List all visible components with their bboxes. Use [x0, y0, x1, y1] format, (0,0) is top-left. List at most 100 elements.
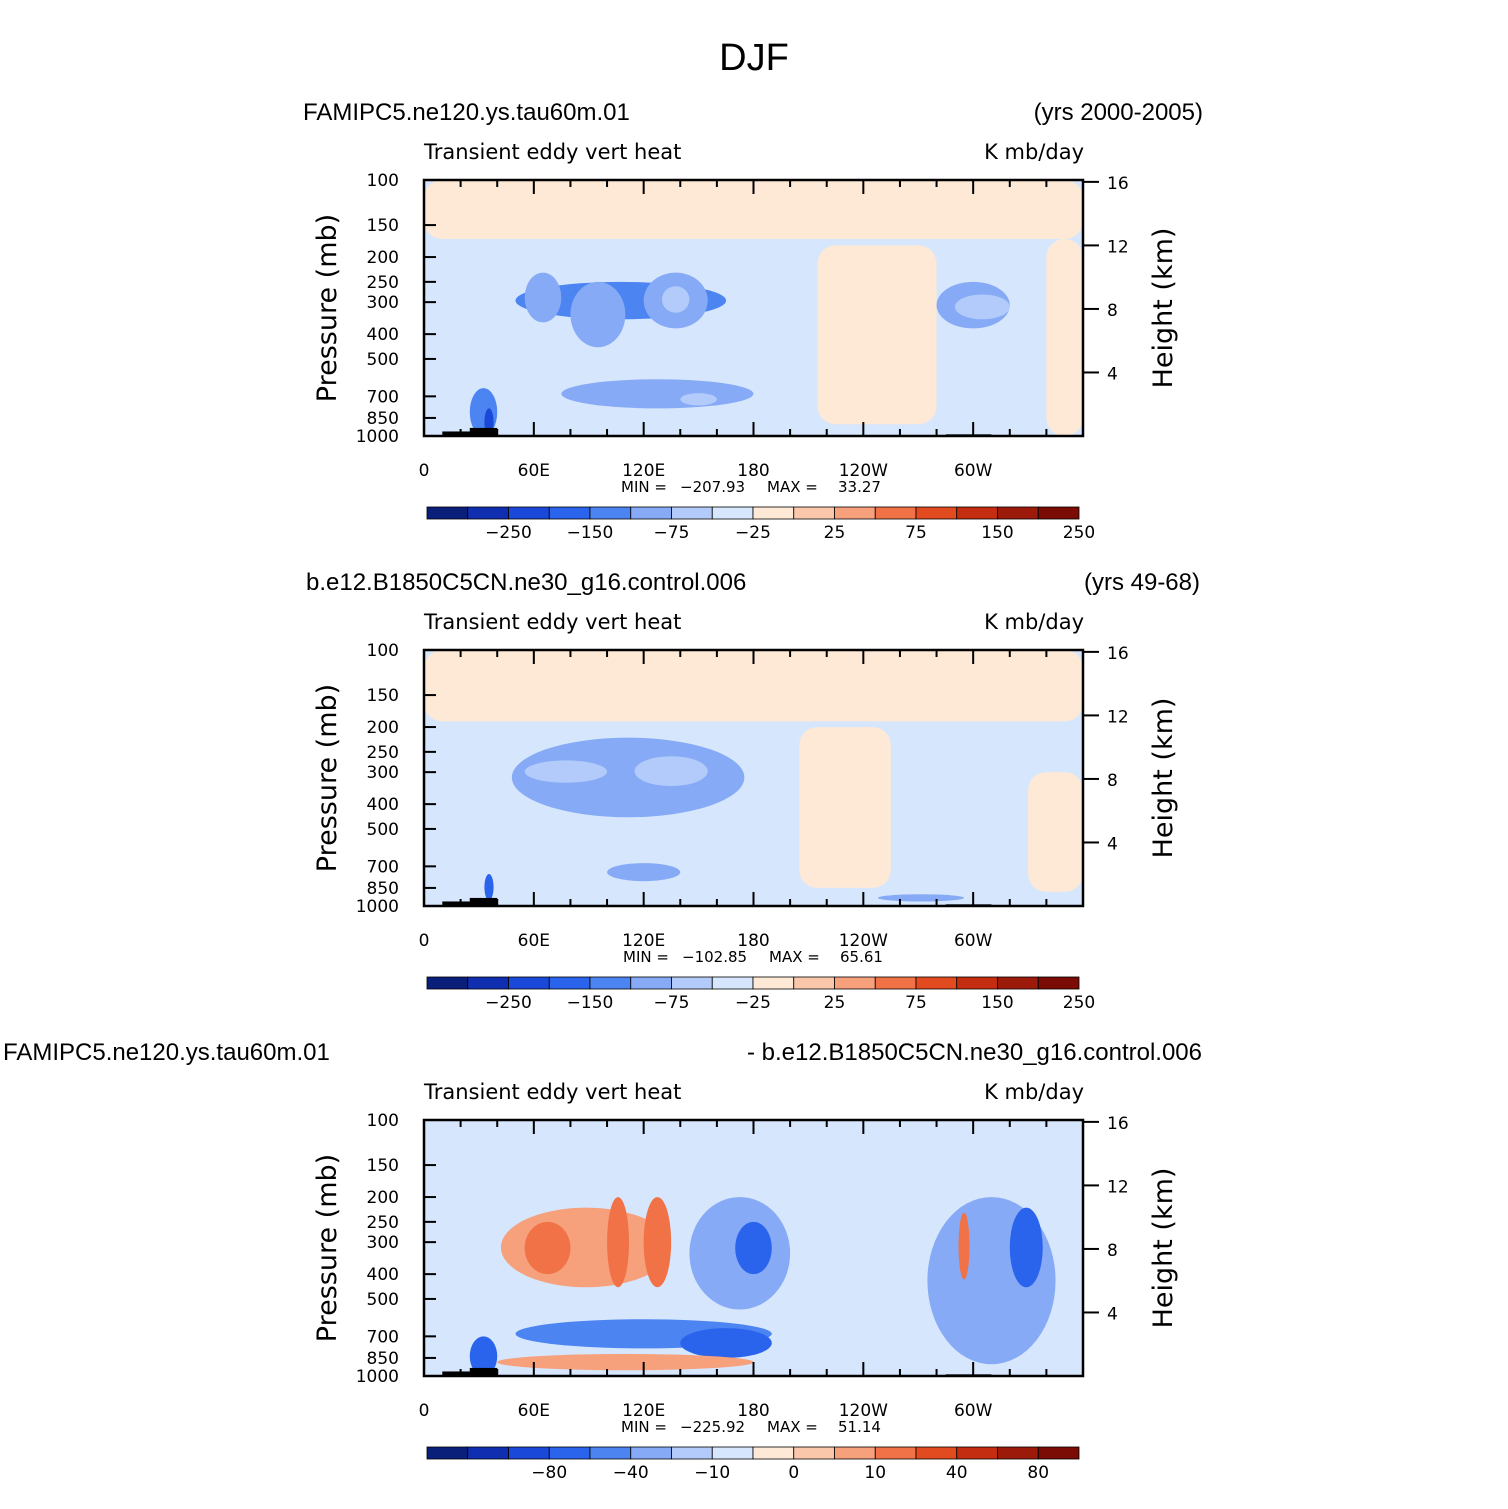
panel-1-title-right: (yrs 2000-2005): [1034, 99, 1203, 126]
panel-1-ylabel-right: Height (km): [1148, 228, 1179, 389]
contour-patch: [680, 1328, 772, 1358]
colorbar-swatch: [630, 1446, 672, 1460]
x-tick-label: 120W: [839, 1401, 888, 1421]
colorbar-label: −75: [654, 523, 690, 543]
y-right-tick-label: 8: [1107, 301, 1118, 321]
topography-mask: [469, 897, 498, 906]
panel-3-subtitle-right: K mb/day: [984, 1080, 1084, 1104]
y-tick-label: 200: [367, 248, 399, 268]
x-tick-label: 0: [419, 1401, 430, 1421]
contour-patch: [954, 294, 1010, 320]
panel-1-max-label: MAX =: [767, 478, 818, 496]
y-tick-label: 200: [367, 718, 399, 738]
contour-patch: [607, 863, 681, 882]
y-right-tick-label: 12: [1107, 237, 1129, 257]
contour-patch: [469, 1336, 498, 1377]
contour-region-positive: [424, 650, 1083, 722]
colorbar-label: −150: [567, 993, 614, 1013]
panel-2-title-right: (yrs 49-68): [1084, 569, 1200, 596]
panel-1-min-label: MIN =: [621, 478, 667, 496]
y-tick-label: 250: [367, 273, 399, 293]
colorbar-swatch: [671, 976, 713, 990]
y-right-tick-label: 16: [1107, 644, 1129, 664]
panel-3-subtitle-left: Transient eddy vert heat: [423, 1080, 681, 1104]
colorbar-swatch: [752, 1446, 795, 1460]
colorbar-swatch: [548, 976, 591, 990]
topography-mask: [469, 1367, 498, 1376]
y-tick-label: 100: [367, 1111, 399, 1131]
panel-1-colorbar: −250 −150 −75 −25 25 75 150 250: [426, 506, 1095, 543]
panel-3-max-value: 51.14: [838, 1418, 881, 1436]
contour-patch: [877, 894, 965, 902]
panel-3-min-value: −225.92: [680, 1418, 745, 1436]
colorbar-label: 25: [824, 993, 846, 1013]
contour-patch: [524, 760, 608, 783]
contour-patch: [643, 1197, 672, 1288]
colorbar-swatch: [548, 506, 591, 520]
y-tick-label: 500: [367, 1290, 399, 1310]
y-tick-label: 250: [367, 743, 399, 763]
y-tick-label: 1000: [356, 897, 399, 917]
colorbar-swatch: [671, 506, 713, 520]
y-right-tick-label: 16: [1107, 174, 1129, 194]
panel-2: b.e12.B1850C5CN.ne30_g16.control.006 (yr…: [306, 569, 1200, 1013]
colorbar-swatch: [467, 976, 509, 990]
colorbar-swatch: [874, 976, 917, 990]
colorbar-label: 10: [864, 1463, 886, 1483]
y-tick-label: 150: [367, 686, 399, 706]
panel-1-subtitle-left: Transient eddy vert heat: [423, 140, 681, 164]
colorbar-label: −25: [735, 993, 771, 1013]
colorbar-label: −250: [485, 993, 532, 1013]
contour-patch: [735, 1221, 772, 1275]
x-tick-label: 60W: [954, 1401, 993, 1421]
panel-2-title-left: b.e12.B1850C5CN.ne30_g16.control.006: [306, 569, 746, 596]
panel-2-max-label: MAX =: [769, 948, 820, 966]
contour-region-positive: [1046, 238, 1083, 436]
y-tick-label: 200: [367, 1188, 399, 1208]
x-tick-label: 120E: [622, 931, 665, 951]
colorbar-label: 150: [981, 523, 1013, 543]
panel-3: FAMIPC5.ne120.ys.tau60m.01 - b.e12.B1850…: [3, 1039, 1202, 1483]
colorbar-label: −40: [613, 1463, 649, 1483]
colorbar-swatch: [834, 506, 876, 520]
colorbar-swatch: [589, 976, 632, 990]
y-tick-label: 700: [367, 1327, 399, 1347]
y-tick-label: 500: [367, 820, 399, 840]
y-right-tick-label: 4: [1107, 834, 1118, 854]
y-right-tick-label: 12: [1107, 1177, 1129, 1197]
contour-patch: [484, 874, 494, 901]
y-right-tick-label: 12: [1107, 707, 1129, 727]
contour-patch: [524, 1221, 571, 1275]
colorbar-swatch: [793, 506, 835, 520]
colorbar-swatch: [915, 1446, 958, 1460]
colorbar-swatch: [671, 1446, 713, 1460]
y-right-tick-label: 16: [1107, 1114, 1129, 1134]
colorbar-swatch: [548, 1446, 591, 1460]
contour-patch: [634, 756, 708, 787]
panel-1-ylabel: Pressure (mb): [312, 214, 343, 402]
x-tick-label: 60E: [518, 461, 550, 481]
x-tick-label: 60W: [954, 931, 993, 951]
x-tick-label: 120E: [622, 1401, 665, 1421]
colorbar-swatch: [1037, 506, 1080, 520]
colorbar-swatch: [874, 506, 917, 520]
colorbar-swatch: [997, 506, 1039, 520]
panel-3-title-left: FAMIPC5.ne120.ys.tau60m.01: [3, 1039, 330, 1066]
panel-1: FAMIPC5.ne120.ys.tau60m.01 (yrs 2000-200…: [303, 99, 1203, 543]
panel-3-ylabel: Pressure (mb): [312, 1154, 343, 1342]
y-right-tick-label: 4: [1107, 364, 1118, 384]
contour-patch: [607, 1197, 630, 1288]
y-right-tick-label: 4: [1107, 1304, 1118, 1324]
contour-patch: [497, 1353, 754, 1371]
panel-3-min-label: MIN =: [621, 1418, 667, 1436]
panel-2-subtitle-right: K mb/day: [984, 610, 1084, 634]
colorbar-swatch: [915, 976, 958, 990]
contour-patch: [570, 281, 626, 348]
colorbar-label: −150: [567, 523, 614, 543]
panel-3-max-label: MAX =: [767, 1418, 818, 1436]
colorbar-swatch: [1037, 976, 1080, 990]
colorbar-swatch: [426, 976, 469, 990]
colorbar-swatch: [508, 1446, 550, 1460]
